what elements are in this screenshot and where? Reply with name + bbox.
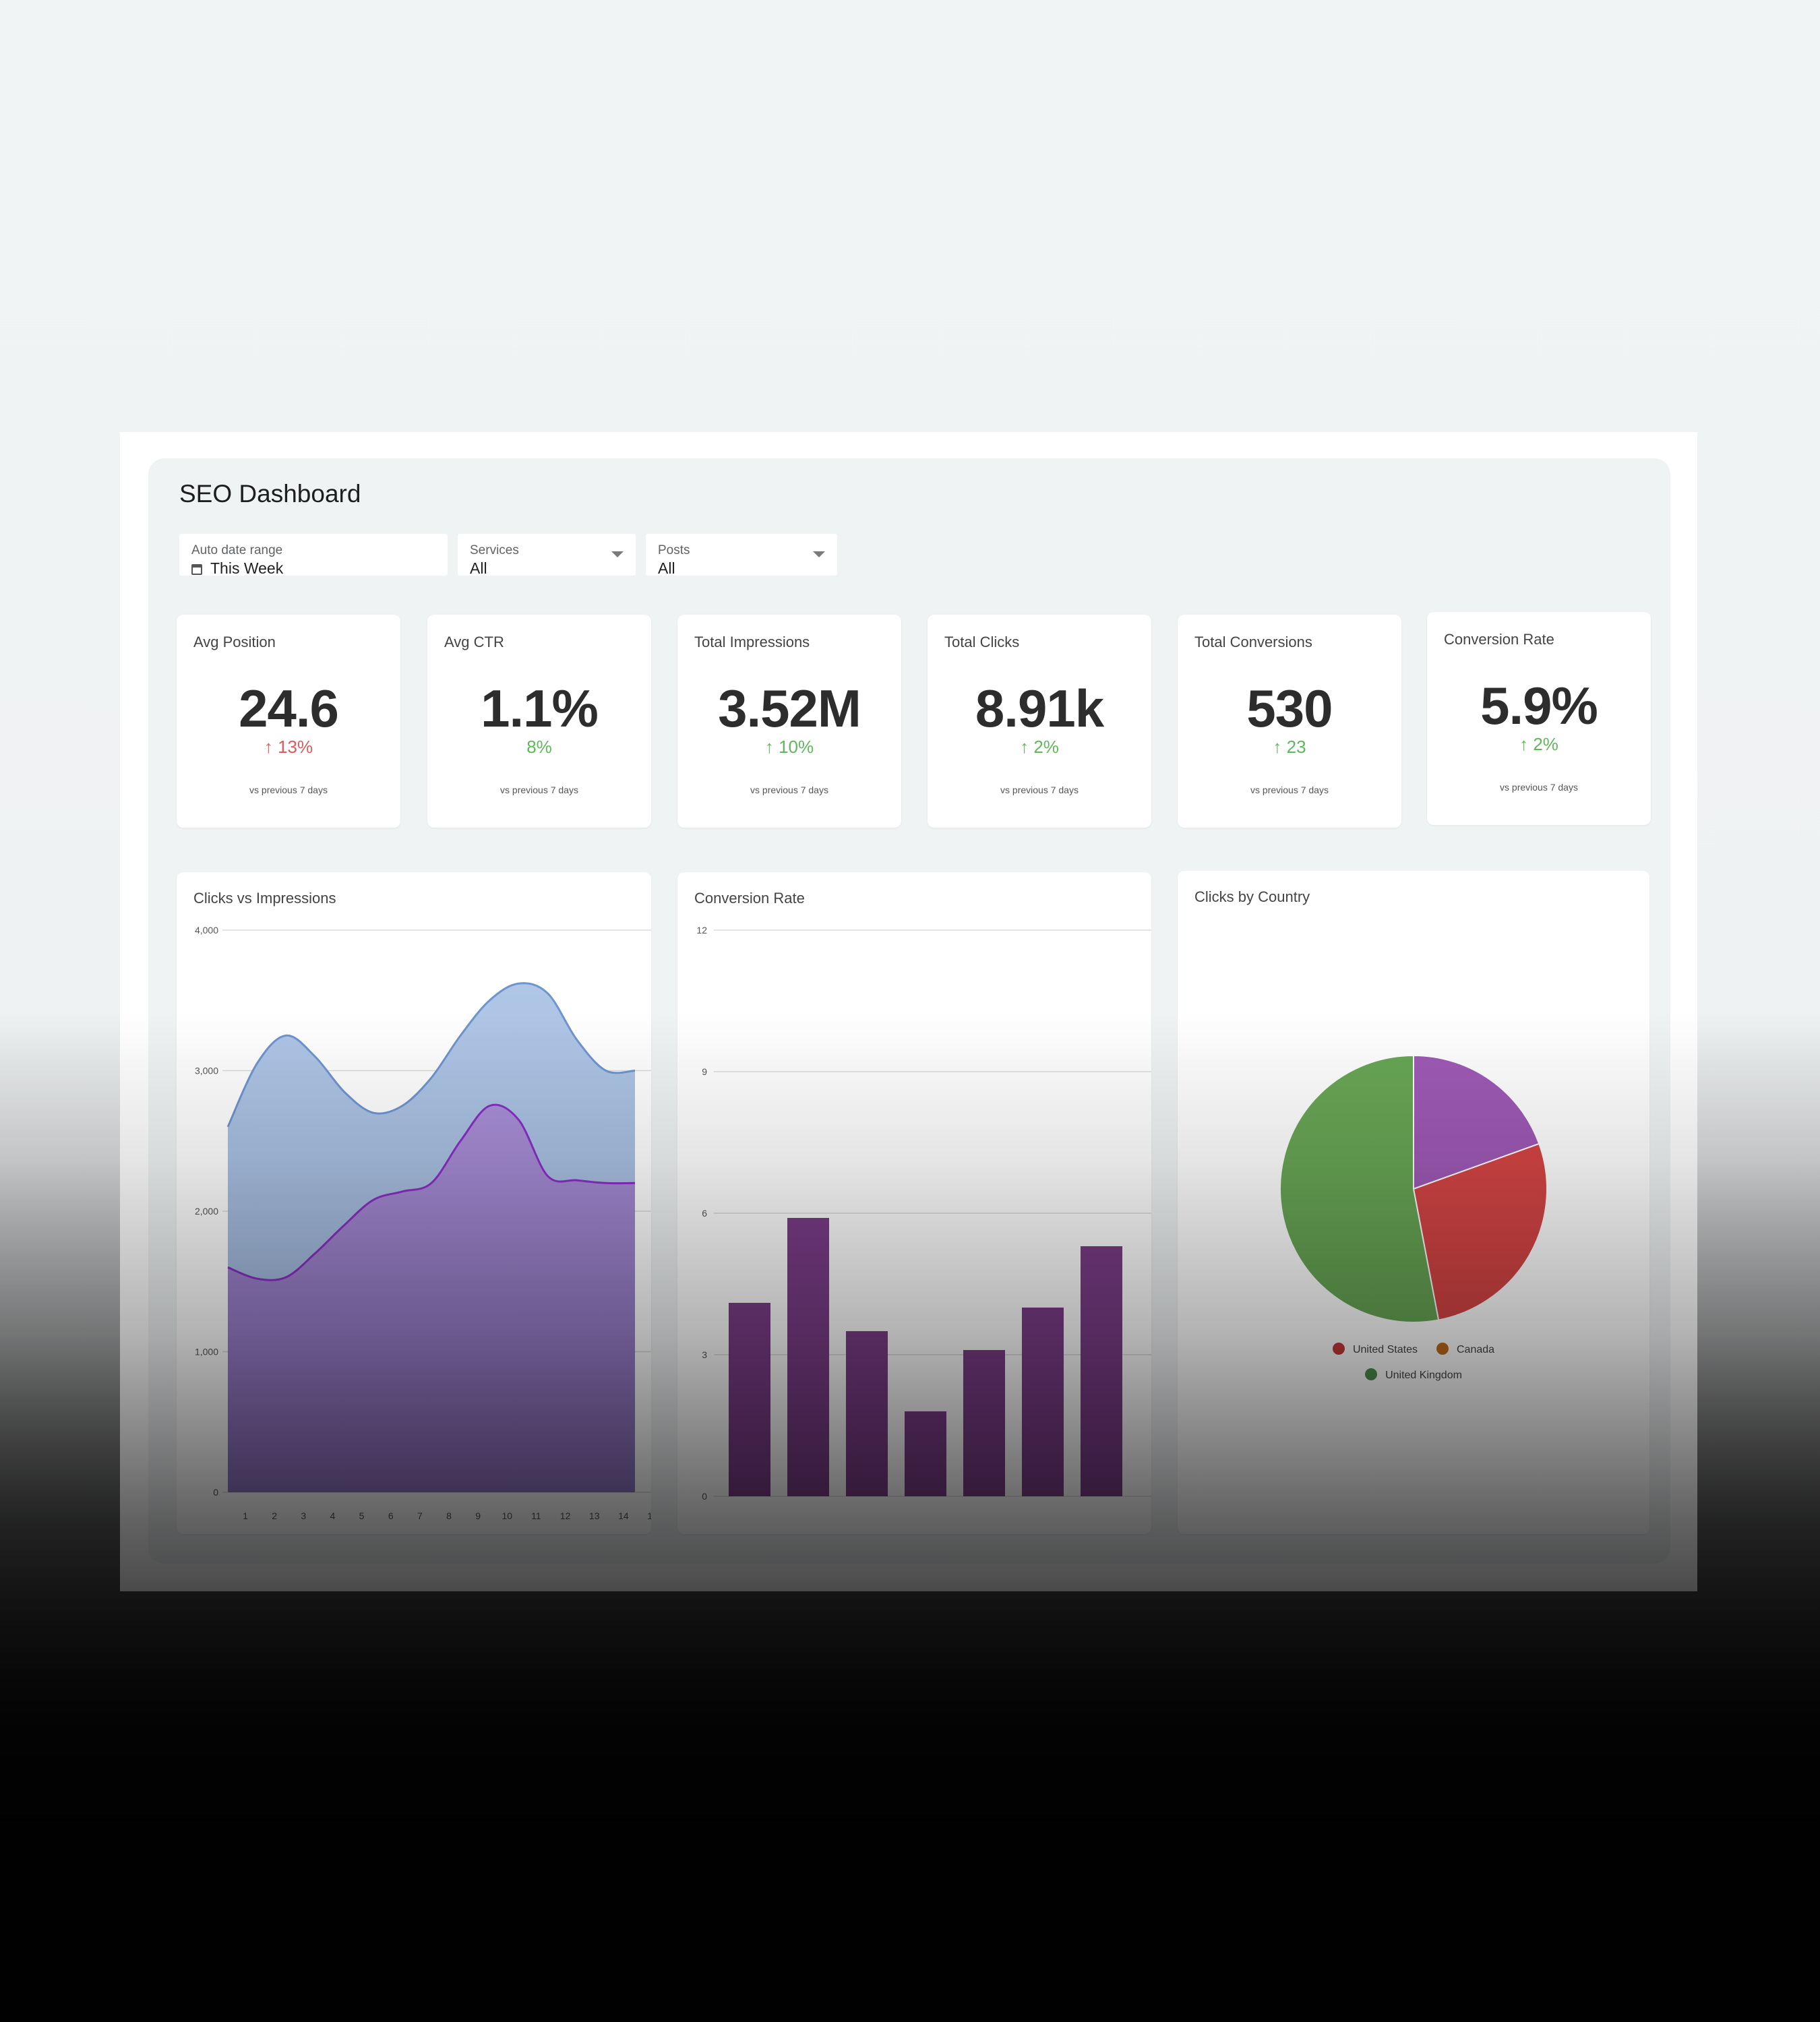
kpi-delta: ↑ 13% (264, 737, 313, 757)
chevron-down-icon (813, 551, 825, 557)
bar (905, 1411, 946, 1496)
legend-label: Canada (1457, 1344, 1495, 1355)
legend-label: United States (1352, 1344, 1418, 1355)
x-tick-label: 3 (301, 1510, 306, 1521)
y-tick-label: 0 (702, 1491, 707, 1502)
clicks-by-country-card: Clicks by Country United States Canada Un… (1178, 871, 1649, 1534)
kpi-title: Conversion Rate (1444, 631, 1554, 648)
kpi-note: vs previous 7 days (249, 785, 328, 795)
kpi-card-avg-position: Avg Position 24.6 ↑ 13% vs previous 7 da… (177, 615, 400, 828)
services-value: All (470, 559, 487, 577)
x-tick-label: 9 (475, 1510, 481, 1521)
kpi-delta: ↑ 2% (1020, 737, 1059, 757)
legend-label: United Kingdom (1385, 1370, 1462, 1381)
chart-legend: United States Canada (1178, 1343, 1649, 1356)
kpi-note: vs previous 7 days (1500, 782, 1578, 793)
x-tick-label: 7 (417, 1510, 423, 1521)
legend-dot (1332, 1343, 1345, 1355)
kpi-value: 8.91k (975, 679, 1104, 738)
kpi-value: 530 (1246, 679, 1333, 738)
kpi-value: 5.9% (1480, 676, 1598, 735)
services-filter[interactable]: Services All (458, 534, 636, 577)
date-range-value: This Week (210, 559, 284, 577)
x-tick-label: 8 (446, 1510, 452, 1521)
calendar-icon (191, 564, 202, 575)
chevron-down-icon (611, 551, 624, 557)
x-tick-label: 14 (618, 1510, 629, 1521)
chart-title: Clicks by Country (1194, 888, 1310, 905)
kpi-title: Avg CTR (444, 634, 504, 650)
kpi-card-total-conversions: Total Conversions 530 ↑ 23 vs previous 7… (1178, 615, 1401, 828)
chart-legend: United Kingdom (1178, 1368, 1649, 1382)
y-tick-label: 0 (213, 1487, 218, 1498)
x-tick-label: 12 (560, 1510, 571, 1521)
y-tick-label: 3 (702, 1349, 707, 1360)
kpi-card-avg-ctr: Avg CTR 1.1% 8% vs previous 7 days (427, 615, 651, 828)
kpi-title: Total Conversions (1194, 634, 1312, 650)
posts-label: Posts (658, 543, 690, 557)
x-tick-label: 6 (388, 1510, 394, 1521)
date-range-label: Auto date range (191, 543, 283, 557)
kpi-value: 24.6 (239, 679, 339, 738)
date-range-filter[interactable]: Auto date range This Week (179, 534, 448, 577)
kpi-card-total-clicks: Total Clicks 8.91k ↑ 2% vs previous 7 da… (928, 615, 1151, 828)
y-tick-label: 6 (702, 1208, 707, 1219)
bar (963, 1350, 1005, 1496)
bar (787, 1218, 829, 1496)
y-tick-label: 1,000 (195, 1347, 218, 1357)
clicks-vs-impressions-card: Clicks vs Impressions 0 1,000 2,000 3,000 4,… (177, 872, 651, 1534)
chart-title: Conversion Rate (694, 890, 805, 907)
y-tick-label: 9 (702, 1066, 707, 1077)
legend-dot (1365, 1368, 1378, 1380)
x-tick-label: 2 (272, 1510, 277, 1521)
kpi-title: Avg Position (193, 634, 276, 650)
y-tick-label: 3,000 (195, 1066, 218, 1076)
kpi-card-total-impressions: Total Impressions 3.52M ↑ 10% vs previou… (677, 615, 901, 828)
kpi-title: Total Clicks (944, 634, 1020, 650)
chart-title: Clicks vs Impressions (193, 890, 336, 907)
y-tick-label: 2,000 (195, 1206, 218, 1217)
posts-filter[interactable]: Posts All (646, 534, 837, 577)
kpi-delta: ↑ 23 (1273, 737, 1306, 757)
services-label: Services (470, 543, 519, 557)
x-tick-label: 4 (330, 1510, 336, 1521)
page-title: SEO Dashboard (179, 480, 361, 508)
legend-item[interactable]: Canada (1436, 1343, 1494, 1356)
bar (729, 1303, 770, 1496)
clicks-by-country-chart (1279, 1054, 1548, 1323)
x-tick-label: 13 (589, 1510, 600, 1521)
conversion-rate-card: Conversion Rate 0 3 6 9 12 (677, 872, 1151, 1534)
kpi-delta: 8% (526, 737, 552, 757)
x-tick-label: 5 (359, 1510, 365, 1521)
x-tick-label: 11 (531, 1510, 541, 1521)
kpi-delta: ↑ 2% (1519, 734, 1558, 754)
x-tick-label: 10 (502, 1510, 512, 1521)
kpi-value: 1.1% (481, 679, 599, 738)
y-tick-label: 12 (696, 925, 707, 936)
legend-item[interactable]: United States (1332, 1343, 1418, 1356)
kpi-title: Total Impressions (694, 634, 810, 650)
legend-item[interactable]: United Kingdom (1365, 1368, 1462, 1382)
bar (1081, 1246, 1122, 1496)
kpi-note: vs previous 7 days (500, 785, 578, 795)
bar (1022, 1308, 1064, 1496)
x-tick-label: 15 (647, 1510, 651, 1521)
kpi-note: vs previous 7 days (1000, 785, 1079, 795)
kpi-note: vs previous 7 days (750, 785, 828, 795)
x-tick-label: 1 (243, 1510, 248, 1521)
legend-dot (1436, 1343, 1449, 1355)
kpi-value: 3.52M (718, 679, 861, 738)
bar (846, 1331, 888, 1496)
y-tick-label: 4,000 (195, 925, 218, 936)
conversion-rate-chart: 0 3 6 9 12 (696, 925, 1151, 1502)
kpi-note: vs previous 7 days (1250, 785, 1329, 795)
kpi-card-conversion-rate: Conversion Rate 5.9% ↑ 2% vs previous 7 … (1427, 612, 1651, 825)
posts-value: All (658, 559, 675, 577)
kpi-delta: ↑ 10% (764, 737, 814, 757)
